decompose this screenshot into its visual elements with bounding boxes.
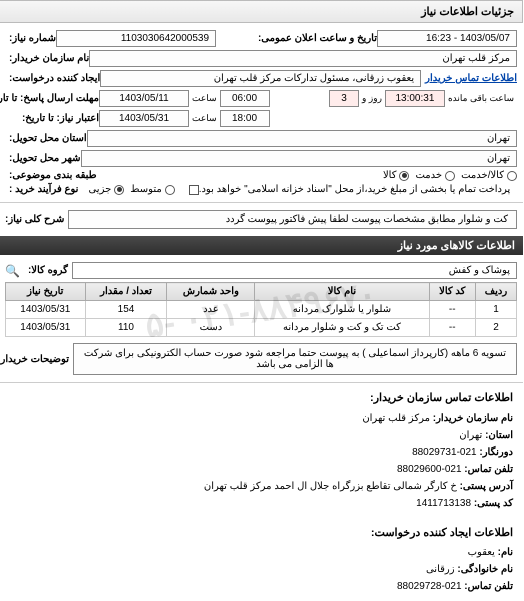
table-cell: دست [168,319,256,337]
day-word: روز و [363,93,383,104]
contact-buyer-block: اطلاعات تماس سازمان خریدار: نام سازمان خ… [0,382,524,518]
table-row: 2--کت تک و کت و شلوار مردانهدست1101403/0… [7,319,518,337]
validity-time: 18:00 [221,110,271,127]
budget-label: نوع فرآیند خرید : [10,184,79,195]
table-cell: -- [430,319,476,337]
validity-date: 1403/05/31 [100,110,190,127]
validity-label: اعتبار نیاز: تا تاریخ: [10,113,100,124]
table-header: تعداد / مقدار [86,283,168,301]
search-icon[interactable]: 🔍 [6,264,21,278]
buyer-note-label: توضیحات خریدار: [10,354,70,365]
buyer-name-label: نام سازمان خریدار: [10,53,90,64]
table-cell: 1 [476,301,517,319]
deadline-time: 06:00 [221,90,271,107]
tab-header: جزئیات اطلاعات نیاز [0,0,524,23]
contact-requester-block: اطلاعات ایجاد کننده درخواست: نام: یعقوب … [0,518,524,601]
table-cell: شلوار یا شلوارک مردانه [256,301,430,319]
table-header: نام کالا [256,283,430,301]
class-radio-group: کالا/خدمت خدمت کالا [384,170,518,181]
time-word-2: ساعت [193,113,218,124]
order-no-label: شماره نیاز: [10,33,57,44]
table-header: ردیف [476,283,517,301]
table-row: 1--شلوار یا شلوارک مردانهعدد1541403/05/3… [7,301,518,319]
city-value: تهران [82,150,518,167]
requester-label: ایجاد کننده درخواست: [10,73,101,84]
table-header: واحد شمارش [168,283,256,301]
deadline-label: مهلت ارسال پاسخ: تا تاریخ: [10,93,100,104]
items-section: پوشاک و کفش گروه کالا: 🔍 ۰۲۱-۸۸۴۹۶۷۰ -۵ … [0,255,524,382]
table-header: تاریخ نیاز [7,283,87,301]
need-title-value: کت و شلوار مطابق مشخصات پیوست لطفا پیش ف… [69,210,518,229]
table-cell: -- [430,301,476,319]
class-opt-service[interactable]: خدمت [416,170,456,181]
contact-requester-header: اطلاعات ایجاد کننده درخواست: [10,524,514,543]
contact-buyer-header: اطلاعات تماس سازمان خریدار: [10,389,514,408]
table-header: کد کالا [430,283,476,301]
buyer-note-value: تسویه 6 ماهه (کارپرداز اسماعیلی ) به پیو… [74,343,518,375]
pub-date-value: 1403/05/07 - 16:23 [378,30,518,47]
budget-note: پرداخت تمام یا بخشی از مبلغ خرید،از محل … [200,184,512,195]
days-left: 3 [330,90,360,107]
table-cell: 2 [476,319,517,337]
group-label: گروه کالا: [29,265,69,276]
state-value: تهران [88,130,518,147]
buyer-name-value: مرکز قلب تهران [90,50,518,67]
budget-checkbox[interactable] [190,185,200,195]
need-title-label: شرح کلی نیاز: [6,214,65,225]
city-label: شهر محل تحویل: [10,153,82,164]
pub-date-label: تاریخ و ساعت اعلان عمومی: [259,33,378,44]
table-cell: کت تک و کت و شلوار مردانه [256,319,430,337]
group-value: پوشاک و کفش [73,262,518,279]
header-section: 1403/05/07 - 16:23 تاریخ و ساعت اعلان عم… [0,23,524,202]
order-no-value: 1103030642000539 [57,30,217,47]
deadline-date: 1403/05/11 [100,90,190,107]
remaining-label: ساعت باقی مانده [449,93,515,104]
items-table: ردیفکد کالانام کالاواحد شمارشتعداد / مقد… [6,282,518,337]
table-cell: 110 [86,319,168,337]
table-cell: 1403/05/31 [7,301,87,319]
state-label: استان محل تحویل: [10,133,88,144]
items-header-bar: اطلاعات کالاهای مورد نیاز [0,236,524,255]
need-section: کت و شلوار مطابق مشخصات پیوست لطفا پیش ف… [0,202,524,236]
buyer-contact-link[interactable]: اطلاعات تماس خریدار [426,73,518,84]
class-opt-goods[interactable]: کالا [384,170,411,181]
remaining-time: 13:00:31 [386,90,446,107]
budget-opt-low[interactable]: جزیی [89,184,125,195]
budget-radio-group: متوسط جزیی [89,184,175,195]
time-word-1: ساعت [193,93,218,104]
budget-opt-mid[interactable]: متوسط [131,184,175,195]
class-label: طبقه بندی موضوعی: [10,170,98,181]
requester-value: یعقوب زرقانی، مسئول تدارکات مرکز قلب تهر… [101,70,422,87]
table-cell: 1403/05/31 [7,319,87,337]
table-cell: 154 [86,301,168,319]
class-opt-both[interactable]: کالا/خدمت [462,170,518,181]
table-cell: عدد [168,301,256,319]
